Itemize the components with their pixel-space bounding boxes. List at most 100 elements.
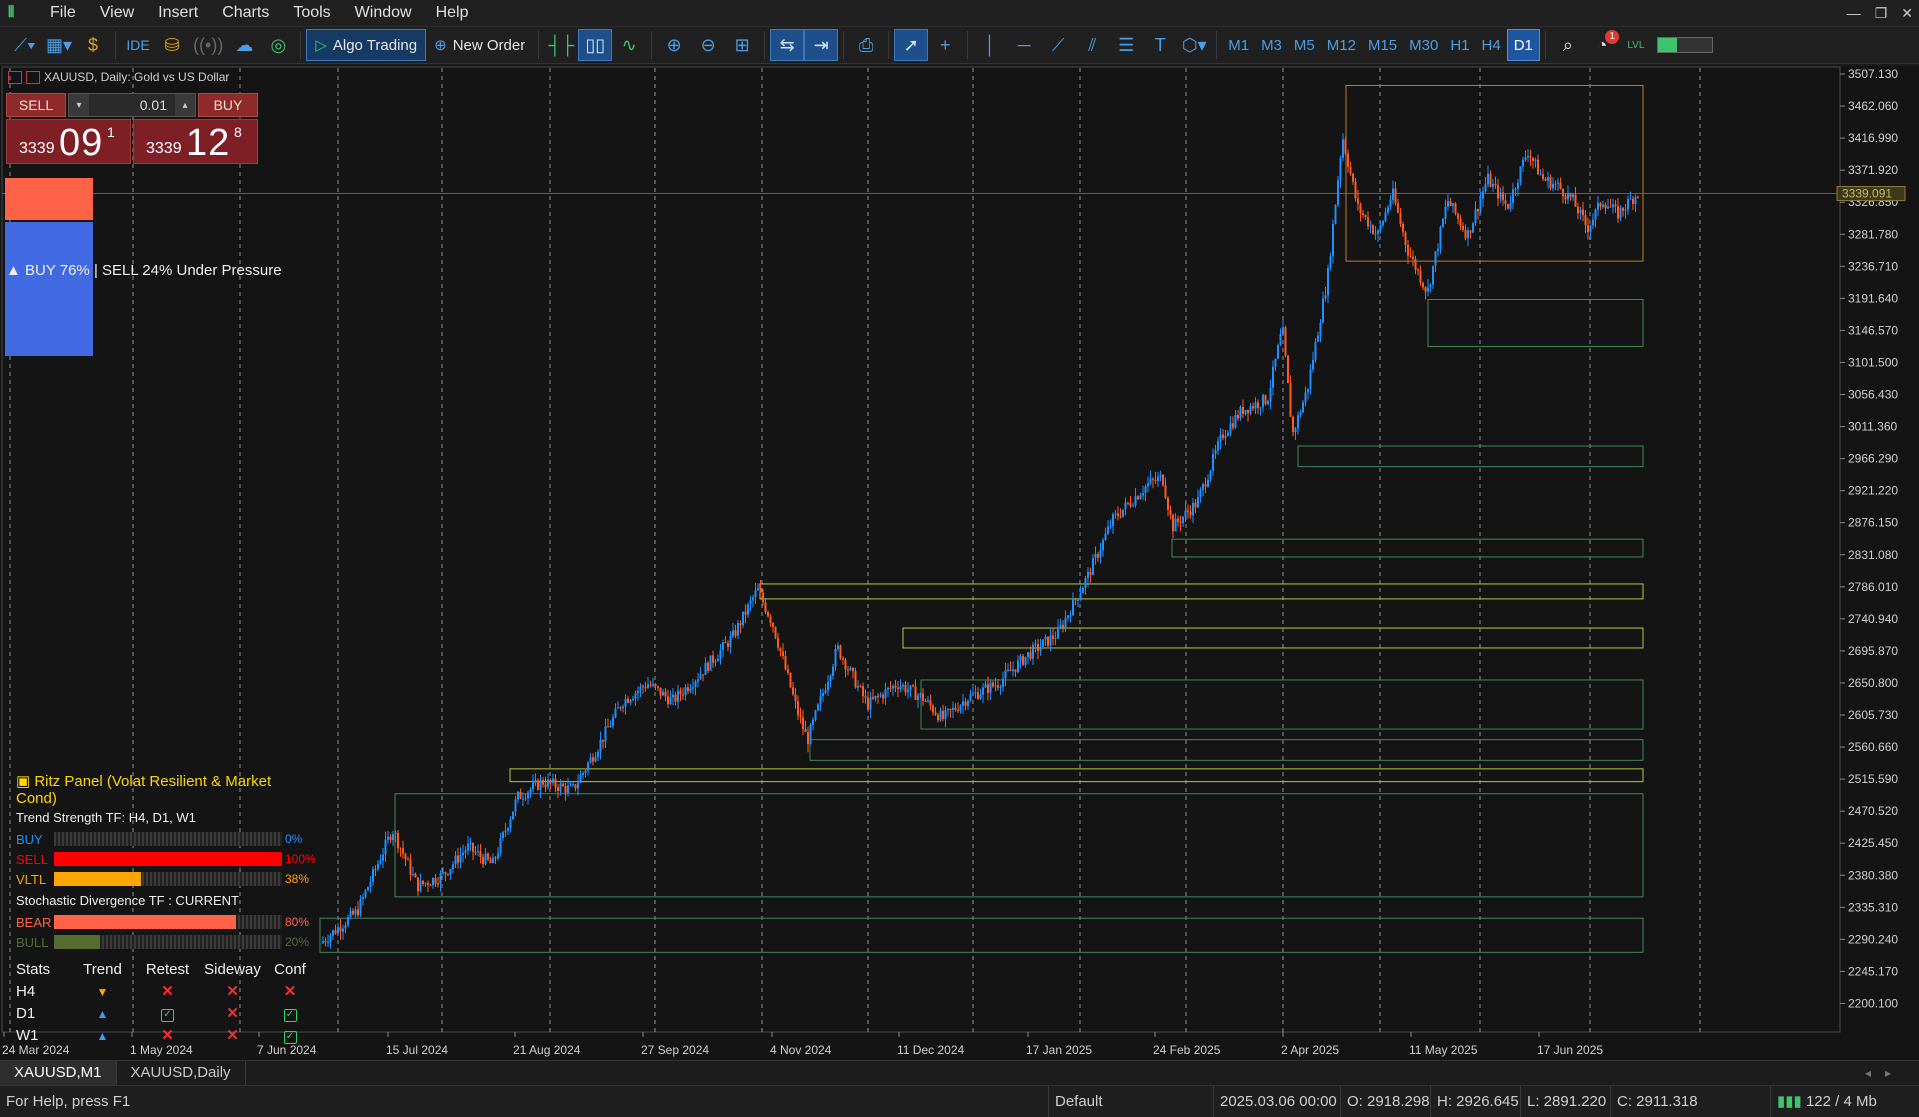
candle-body xyxy=(627,698,629,703)
candle-body xyxy=(1412,256,1414,259)
menu-window[interactable]: Window xyxy=(354,4,412,21)
candle-body xyxy=(594,757,597,762)
candle-body xyxy=(1174,518,1177,532)
candle-body xyxy=(624,698,627,707)
date-tick-label: 11 May 2025 xyxy=(1409,1043,1478,1057)
candle-body xyxy=(982,687,984,695)
candle-body xyxy=(1147,483,1149,487)
cloud-icon[interactable]: ☁ xyxy=(235,34,254,55)
price-tick-label: 3281.780 xyxy=(1848,227,1898,241)
tf-m5[interactable]: M5 xyxy=(1293,36,1315,54)
candle-body xyxy=(1427,287,1429,292)
screenshot-icon[interactable]: ⎙ xyxy=(859,34,874,55)
trendline-icon[interactable]: ⟋ xyxy=(1051,34,1065,55)
candle-body xyxy=(939,711,942,721)
candle-body xyxy=(699,674,702,680)
shapes-dropdown-icon[interactable]: ⬡▾ xyxy=(1181,34,1207,55)
symbol-icon[interactable] xyxy=(26,70,40,84)
candle-body xyxy=(1599,202,1602,207)
tab-xauusd-m1[interactable]: XAUUSD,M1 xyxy=(0,1061,117,1085)
buy-button[interactable]: BUY xyxy=(198,93,258,117)
date-tick-label: 15 Jul 2024 xyxy=(386,1043,448,1057)
market-icon[interactable]: $ xyxy=(88,34,99,55)
candle-body xyxy=(1567,192,1569,200)
tf-m15[interactable]: M15 xyxy=(1367,36,1398,54)
candle-body xyxy=(532,782,534,790)
close-icon[interactable]: ✕ xyxy=(1901,5,1913,21)
candlestick-icon[interactable]: ▯▯ xyxy=(578,29,613,61)
bar-chart-icon[interactable]: ┤├ xyxy=(548,34,574,55)
ide-button[interactable]: IDE xyxy=(126,37,150,53)
zoom-in-icon[interactable]: ⊕ xyxy=(666,34,682,55)
signal-level-icon[interactable]: LVL xyxy=(1619,29,1653,61)
crosshair-icon[interactable]: + xyxy=(939,34,951,55)
menu-help[interactable]: Help xyxy=(435,4,469,21)
fibonacci-icon[interactable]: ☰ xyxy=(1118,34,1135,55)
tf-m1[interactable]: M1 xyxy=(1228,36,1250,54)
restore-icon[interactable]: ❐ xyxy=(1874,5,1888,21)
stats-conf-cell: ✓ xyxy=(265,1026,315,1044)
notifications-icon[interactable]: ◔ 1 xyxy=(1585,29,1619,61)
candle-body xyxy=(1447,200,1449,207)
candle-body xyxy=(1317,335,1319,342)
tab-scroll-arrows[interactable]: ◂▸ xyxy=(1864,1066,1905,1080)
candle-body xyxy=(764,602,767,612)
candle-body xyxy=(1094,554,1097,559)
chart-canvas[interactable]: 3507.1303462.0603416.9903371.9203326.850… xyxy=(0,66,1919,1060)
minimize-icon[interactable]: — xyxy=(1846,5,1861,21)
menu-view[interactable]: View xyxy=(99,4,135,21)
menu-insert[interactable]: Insert xyxy=(158,4,199,21)
tile-windows-icon[interactable]: ⊞ xyxy=(734,34,750,55)
tab-xauusd-daily[interactable]: XAUUSD,Daily xyxy=(117,1061,246,1085)
candle-body xyxy=(559,783,562,791)
candle-body xyxy=(1042,639,1044,647)
candle-body xyxy=(1254,402,1257,409)
lot-decrease-icon[interactable]: ▾ xyxy=(69,94,89,116)
window-controls: — ❐ ✕ xyxy=(1847,0,1913,26)
menu-tools[interactable]: Tools xyxy=(293,4,331,21)
chart-area[interactable]: 3507.130 3462.060 3416.990 3371.920 3326.850… xyxy=(0,66,1919,1060)
shopping-bag-icon[interactable]: ⛁ xyxy=(164,34,180,55)
tf-m3[interactable]: M3 xyxy=(1261,36,1282,54)
tf-m30[interactable]: M30 xyxy=(1409,36,1439,54)
cursor-icon[interactable]: ➚ xyxy=(894,29,929,61)
tf-d1[interactable]: D1 xyxy=(1506,29,1540,61)
text-tool-icon[interactable]: T xyxy=(1154,34,1166,55)
stoch-divergence-bars: BEAR 80% BULL 20% xyxy=(16,912,316,952)
candle-body xyxy=(707,662,709,671)
menu-file[interactable]: File xyxy=(50,4,76,21)
lot-size-input[interactable]: ▾ 0.01 ▴ xyxy=(68,93,196,117)
tf-h4[interactable]: H4 xyxy=(1481,36,1501,54)
tf-h1[interactable]: H1 xyxy=(1450,36,1470,54)
tf-m12[interactable]: M12 xyxy=(1326,36,1356,54)
vertical-line-icon[interactable]: │ xyxy=(984,34,996,55)
algo-trading-button[interactable]: ▷ Algo Trading xyxy=(306,29,427,61)
buy-price-box[interactable]: 3339 12 8 xyxy=(133,119,258,164)
line-graph-icon[interactable]: ∿ xyxy=(621,34,637,55)
candle-body xyxy=(654,683,657,687)
candle-body xyxy=(1402,223,1404,233)
horizontal-line-icon[interactable]: ─ xyxy=(1017,34,1031,55)
signal-icon[interactable]: ((•)) xyxy=(193,34,224,55)
sell-price-big: 09 xyxy=(59,122,104,164)
candle-body xyxy=(609,725,612,728)
channel-icon[interactable]: ⫽ xyxy=(1088,34,1097,55)
new-order-button[interactable]: ⊕ New Order xyxy=(426,29,533,61)
candle-body xyxy=(659,687,662,696)
indicators-dropdown-icon[interactable]: ▦▾ xyxy=(46,34,73,55)
line-chart-dropdown-icon[interactable]: ⟋▾ xyxy=(14,34,36,55)
vps-icon[interactable]: ◎ xyxy=(270,34,287,55)
chart-menu-icon[interactable] xyxy=(8,70,22,84)
lot-increase-icon[interactable]: ▴ xyxy=(175,94,195,116)
candle-body xyxy=(634,693,637,699)
sell-button[interactable]: SELL xyxy=(6,93,66,117)
sell-price-box[interactable]: 3339 09 1 xyxy=(6,119,131,164)
chart-shift-icon[interactable]: ⇥ xyxy=(804,29,839,61)
auto-scroll-icon[interactable]: ⇆ xyxy=(770,29,805,61)
sell-pressure-bar xyxy=(5,178,93,220)
search-icon[interactable]: ⌕ xyxy=(1562,34,1573,55)
candle-body xyxy=(1519,166,1522,183)
zoom-out-icon[interactable]: ⊖ xyxy=(700,34,716,55)
candle-body xyxy=(1364,215,1367,217)
menu-charts[interactable]: Charts xyxy=(222,4,270,21)
